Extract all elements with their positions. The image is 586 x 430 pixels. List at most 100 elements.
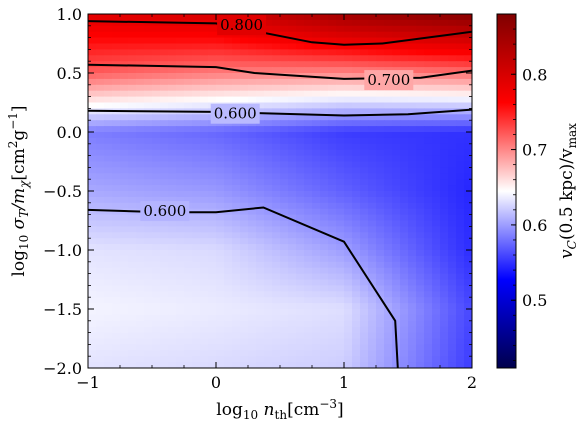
heatmap-cell bbox=[416, 14, 425, 21]
heatmap-cell bbox=[176, 120, 185, 127]
heatmap-cell bbox=[256, 126, 265, 133]
heatmap-cell bbox=[360, 332, 369, 340]
heatmap-cell bbox=[360, 114, 369, 121]
heatmap-cell bbox=[272, 96, 281, 104]
heatmap-cell bbox=[376, 291, 385, 298]
heatmap-cell bbox=[248, 326, 257, 334]
heatmap-cell bbox=[312, 332, 321, 340]
heatmap-cell bbox=[216, 185, 225, 192]
heatmap-cell bbox=[352, 19, 361, 27]
heatmap-cell bbox=[424, 356, 433, 363]
heatmap-cell bbox=[304, 267, 313, 275]
heatmap-cell bbox=[272, 220, 281, 227]
heatmap-cell bbox=[248, 49, 257, 56]
heatmap-cell bbox=[176, 226, 185, 233]
heatmap-cell bbox=[296, 126, 305, 133]
heatmap-cell bbox=[136, 220, 145, 227]
heatmap-cell bbox=[320, 61, 329, 68]
colorbar-label: vC(0.5 kpc)/vmax bbox=[557, 123, 579, 259]
heatmap-cell bbox=[408, 179, 417, 186]
heatmap-cell bbox=[336, 73, 345, 80]
heatmap-cell bbox=[136, 137, 145, 145]
heatmap-cell bbox=[88, 338, 97, 345]
heatmap-cell bbox=[464, 173, 472, 180]
heatmap-cell bbox=[184, 102, 193, 109]
heatmap-cell bbox=[280, 232, 289, 239]
heatmap-cell bbox=[144, 238, 153, 245]
heatmap-cell bbox=[152, 14, 161, 21]
heatmap-cell bbox=[376, 185, 385, 192]
heatmap-cell bbox=[416, 114, 425, 121]
heatmap-cell bbox=[112, 226, 121, 233]
heatmap-cell bbox=[240, 126, 249, 133]
heatmap-cell bbox=[280, 238, 289, 245]
heatmap-cell bbox=[136, 31, 145, 39]
heatmap-cell bbox=[440, 191, 449, 198]
heatmap-cell bbox=[256, 214, 265, 222]
heatmap-cell bbox=[376, 226, 385, 233]
heatmap-cell bbox=[368, 55, 377, 62]
heatmap-cell bbox=[288, 67, 297, 74]
heatmap-cell bbox=[368, 303, 377, 310]
heatmap-cell bbox=[136, 14, 145, 21]
heatmap-cell bbox=[328, 37, 337, 45]
heatmap-cell bbox=[192, 285, 201, 292]
heatmap-cell bbox=[168, 126, 177, 133]
heatmap-cell bbox=[368, 61, 377, 68]
heatmap-cell bbox=[392, 185, 401, 192]
heatmap-cell bbox=[152, 226, 161, 233]
heatmap-cell bbox=[440, 19, 449, 27]
heatmap-cell bbox=[320, 31, 329, 39]
heatmap-cell bbox=[432, 31, 441, 39]
heatmap-cell bbox=[344, 143, 353, 151]
heatmap-cell bbox=[328, 326, 337, 334]
heatmap-cell bbox=[272, 326, 281, 334]
heatmap-cell bbox=[96, 149, 105, 157]
colorbar-ticks: 0.50.60.70.8 bbox=[511, 13, 547, 361]
heatmap-cell bbox=[152, 344, 161, 351]
heatmap-cell bbox=[136, 326, 145, 334]
heatmap-cell bbox=[168, 267, 177, 275]
heatmap-cell bbox=[200, 84, 209, 92]
heatmap-cell bbox=[160, 137, 169, 145]
heatmap-cell bbox=[376, 167, 385, 174]
heatmap-cell bbox=[384, 291, 393, 298]
heatmap-cell bbox=[168, 114, 177, 121]
heatmap-cell bbox=[120, 161, 129, 168]
heatmap-cell bbox=[288, 96, 297, 104]
heatmap-cell bbox=[88, 220, 97, 227]
heatmap-cell bbox=[384, 338, 393, 345]
heatmap-cell bbox=[384, 185, 393, 192]
heatmap-cell bbox=[272, 25, 281, 33]
heatmap-cell bbox=[152, 267, 161, 275]
heatmap-cell bbox=[152, 90, 161, 98]
heatmap-cell bbox=[440, 61, 449, 68]
heatmap-cell bbox=[320, 232, 329, 239]
heatmap-cell bbox=[400, 161, 409, 168]
heatmap-cell bbox=[136, 350, 145, 357]
heatmap-cell bbox=[104, 362, 113, 368]
heatmap-cell bbox=[456, 126, 465, 133]
heatmap-cell bbox=[224, 185, 233, 192]
heatmap-cell bbox=[304, 96, 313, 104]
heatmap-cell bbox=[304, 31, 313, 39]
heatmap-cell bbox=[248, 67, 257, 74]
heatmap-cell bbox=[152, 96, 161, 104]
heatmap-cell bbox=[96, 238, 105, 245]
heatmap-cell bbox=[136, 143, 145, 151]
heatmap-cell bbox=[424, 84, 433, 92]
heatmap-cell bbox=[224, 73, 233, 80]
heatmap-cell bbox=[304, 173, 313, 180]
heatmap-cell bbox=[88, 43, 97, 50]
heatmap-cell bbox=[144, 132, 153, 139]
heatmap-cell bbox=[144, 67, 153, 74]
heatmap-cell bbox=[256, 309, 265, 316]
heatmap-cell bbox=[320, 255, 329, 263]
heatmap-cell bbox=[456, 332, 465, 340]
heatmap-cell bbox=[344, 220, 353, 227]
heatmap-cell bbox=[288, 202, 297, 210]
heatmap-cell bbox=[112, 137, 121, 145]
heatmap-cell bbox=[272, 338, 281, 345]
heatmap-cell bbox=[224, 297, 233, 304]
heatmap-cell bbox=[216, 291, 225, 298]
